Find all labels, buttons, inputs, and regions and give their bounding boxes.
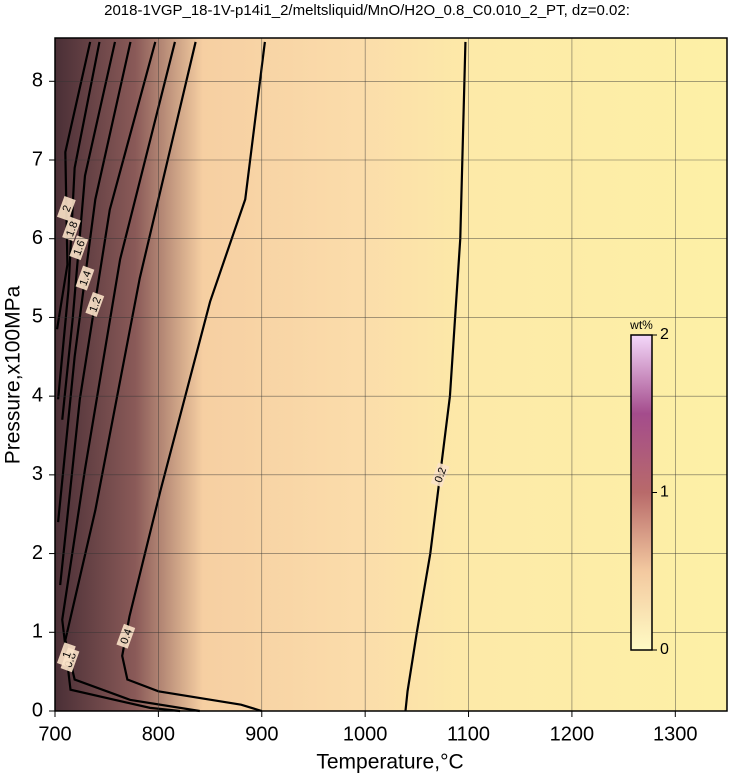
contour-label-group: 1.6	[69, 235, 89, 261]
y-tick-label: 4	[32, 384, 43, 406]
contour-label-group: 1	[56, 642, 76, 668]
contour-label-bg	[56, 642, 76, 668]
contour-label: 1.2	[87, 296, 104, 314]
x-tick-label: 1000	[343, 723, 388, 745]
contour-label-group: 0.4	[116, 623, 136, 649]
plot-background	[55, 38, 727, 711]
contour-label: 0.2	[433, 466, 450, 484]
contour-line	[61, 41, 181, 713]
y-tick-label: 2	[32, 542, 43, 564]
contour-label: 0.4	[118, 627, 135, 645]
x-tick-label: 1200	[550, 723, 595, 745]
x-tick-label: 700	[38, 723, 71, 745]
y-tick-label: 1	[32, 621, 43, 643]
contour-label: 1.8	[64, 220, 81, 238]
contour-label: 2	[61, 204, 74, 214]
contour-label-group: 2	[56, 196, 76, 221]
contour-label: 1	[61, 650, 74, 660]
x-axis-label: Temperature,°C	[316, 751, 463, 774]
contour-label-bg	[56, 196, 76, 221]
x-tick-label: 800	[142, 723, 175, 745]
contour-label: 1.4	[78, 269, 95, 287]
colorbar-tick-label: 0	[660, 641, 669, 658]
contour-label-bg	[116, 623, 136, 649]
contour-label: 1.6	[71, 239, 88, 257]
contour-label-bg	[85, 292, 105, 317]
chart-title: 2018-1VGP_18-1V-p14i1_2/meltsliquid/MnO/…	[104, 2, 630, 19]
y-tick-label: 6	[32, 227, 43, 249]
x-tick-label: 1100	[447, 723, 490, 745]
colorbar-label: wt%	[629, 318, 653, 332]
y-tick-label: 5	[32, 306, 43, 328]
y-tick-label: 0	[32, 699, 43, 721]
y-axis-label: Pressure,x100MPa	[2, 285, 25, 464]
contour-label-bg	[62, 216, 81, 242]
colorbar	[630, 334, 653, 651]
contour-label-group: 1.2	[85, 292, 105, 317]
y-tick-label: 8	[32, 70, 43, 92]
x-tick-label: 1300	[653, 723, 698, 745]
contour-label-bg	[75, 265, 95, 291]
plot-frame	[54, 37, 728, 712]
contour-label-group: 1.8	[62, 216, 81, 242]
colorbar-tick-label: 1	[660, 484, 669, 501]
colorbar-tick-label: 2	[660, 326, 669, 343]
y-tick-label: 7	[32, 148, 43, 170]
contour-label-bg	[69, 235, 89, 261]
x-tick-label: 900	[245, 723, 278, 745]
y-tick-label: 3	[32, 463, 43, 485]
contour-label-group: 1.4	[75, 265, 95, 291]
